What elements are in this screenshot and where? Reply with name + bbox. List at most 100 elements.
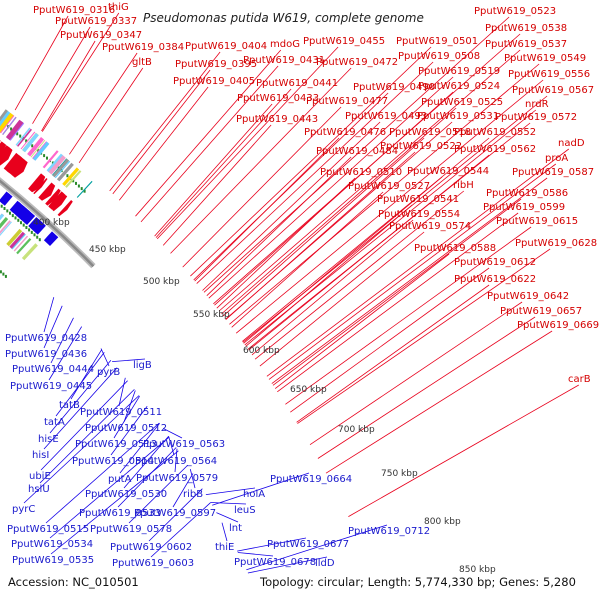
cog-bar-forward xyxy=(27,137,45,157)
reverse-gene-label: PputW619_0436 xyxy=(5,349,87,360)
forward-gene-label: PputW619_0556 xyxy=(508,69,590,80)
reverse-gene-label: hslU xyxy=(28,484,50,495)
gene-arrow-reverse xyxy=(17,207,32,222)
forward-gene-label: PputW619_0531 xyxy=(417,111,499,122)
forward-gene-leader xyxy=(118,86,209,201)
reverse-gene-label: ribB xyxy=(183,489,203,500)
cog-bar-forward xyxy=(0,114,15,134)
forward-gene-label: PputW619_0347 xyxy=(60,30,142,41)
forward-gene-leader xyxy=(251,219,414,356)
forward-gene-leader xyxy=(140,65,279,223)
reverse-gene-leader xyxy=(168,436,175,456)
gene-arrow-forward xyxy=(0,148,12,165)
reverse-gene-label: PputW619_0578 xyxy=(90,524,172,535)
forward-gene-leader xyxy=(348,384,579,517)
gene-arrow-forward xyxy=(3,152,20,171)
reverse-gene-label: putA xyxy=(108,474,132,485)
forward-gene-label: PputW619_0586 xyxy=(486,188,568,199)
reverse-gene-leader xyxy=(172,473,194,508)
forward-gene-leader xyxy=(254,190,465,360)
cog-bar-forward xyxy=(30,139,46,158)
forward-gene-label: PputW619_0524 xyxy=(418,81,500,92)
forward-gene-leader xyxy=(296,284,490,423)
reverse-gene-leader xyxy=(50,450,179,555)
reverse-gene-leader xyxy=(119,423,160,474)
forward-gene-label: PputW619_0527 xyxy=(348,181,430,192)
forward-gene-leader xyxy=(309,301,523,446)
accession-text: Accession: NC_010501 xyxy=(8,575,139,589)
forward-gene-leader xyxy=(78,67,144,164)
dot-ring-0 xyxy=(19,134,22,138)
forward-gene-leader xyxy=(135,49,282,217)
gene-arrow-forward xyxy=(28,173,46,193)
reverse-gene-label: PputW619_0579 xyxy=(136,473,218,484)
forward-gene-label: PputW619_0544 xyxy=(407,166,489,177)
reverse-gene-label: tatB xyxy=(59,400,80,411)
reverse-gene-label: PputW619_0515 xyxy=(7,524,89,535)
forward-gene-leader xyxy=(155,88,292,238)
dot-ring-1 xyxy=(9,211,11,215)
cog-bar-forward xyxy=(6,120,24,141)
reverse-gene-leader xyxy=(40,380,128,471)
cog-bar-forward xyxy=(20,131,36,150)
forward-gene-label: PputW619_0405 xyxy=(173,76,255,87)
gene-arrow-forward xyxy=(0,140,1,142)
forward-gene-leader xyxy=(208,76,454,299)
forward-gene-label: carB xyxy=(568,374,591,385)
forward-gene-label: PputW619_0337 xyxy=(55,16,137,27)
forward-gene-leader xyxy=(69,52,138,155)
forward-gene-label: PputW619_0518 xyxy=(389,127,471,138)
tick-label: 850 kbp xyxy=(459,565,496,575)
reverse-gene-label: PputW619_0603 xyxy=(112,558,194,569)
forward-gene-label: PputW619_0567 xyxy=(512,85,594,96)
tick-label: 800 kbp xyxy=(424,517,461,527)
gene-arrow-forward xyxy=(0,146,11,162)
forward-gene-label: PputW619_0572 xyxy=(495,112,577,123)
reverse-gene-leader xyxy=(118,377,126,407)
cog-bar-forward xyxy=(17,128,32,147)
forward-gene-leader xyxy=(203,16,510,293)
dot-ring-1 xyxy=(28,228,31,232)
forward-gene-label: PputW619_0537 xyxy=(485,39,567,50)
cog-bar-forward xyxy=(0,112,14,133)
reverse-gene-label: PputW619_0530 xyxy=(85,489,167,500)
reverse-gene-label: PputW619_0597 xyxy=(134,508,216,519)
dot-ring-0 xyxy=(10,127,13,131)
forward-gene-label: PputW619_0554 xyxy=(378,209,460,220)
reverse-gene-leader xyxy=(162,428,183,439)
forward-gene-leader xyxy=(193,92,389,281)
forward-gene-leader xyxy=(244,109,537,346)
forward-gene-leader xyxy=(156,46,339,240)
gene-arrow-forward xyxy=(0,143,7,155)
forward-gene-label: PputW619_0501 xyxy=(396,36,478,47)
cog-bar-reverse xyxy=(0,220,11,234)
forward-gene-leader xyxy=(325,330,553,474)
forward-gene-label: ribH xyxy=(453,180,474,191)
dot-ring-2 xyxy=(4,274,7,278)
forward-gene-label: PputW619_0484 xyxy=(316,146,398,157)
forward-gene-leader xyxy=(162,124,272,246)
forward-gene-label: PputW619_0493 xyxy=(345,111,427,122)
forward-gene-label: PputW619_0433 xyxy=(237,93,319,104)
cog-bar-reverse xyxy=(6,228,23,247)
forward-gene-label: PputW619_0628 xyxy=(515,238,597,249)
reverse-gene-leader xyxy=(50,317,74,364)
forward-gene-leader xyxy=(245,204,413,347)
reverse-gene-label: PputW619_0563 xyxy=(143,439,225,450)
forward-gene-label: PputW619_0657 xyxy=(500,306,582,317)
forward-gene-leader xyxy=(285,226,532,405)
forward-gene-label: nadD xyxy=(558,138,585,149)
cog-bar-forward xyxy=(32,141,50,161)
gene-arrow-reverse xyxy=(20,210,35,225)
forward-gene-leader xyxy=(32,26,91,124)
reverse-gene-label: pyrB xyxy=(97,367,120,378)
forward-gene-label: PputW619_0522 xyxy=(380,141,462,152)
forward-gene-leader xyxy=(266,148,570,377)
reverse-gene-leader xyxy=(49,436,170,539)
reverse-gene-leader xyxy=(70,349,103,400)
forward-gene-label: PputW619_0622 xyxy=(454,274,536,285)
forward-gene-leader xyxy=(297,248,551,424)
reverse-gene-leader xyxy=(112,358,146,362)
forward-gene-label: PputW619_0441 xyxy=(256,78,338,89)
forward-gene-leader xyxy=(259,231,425,367)
